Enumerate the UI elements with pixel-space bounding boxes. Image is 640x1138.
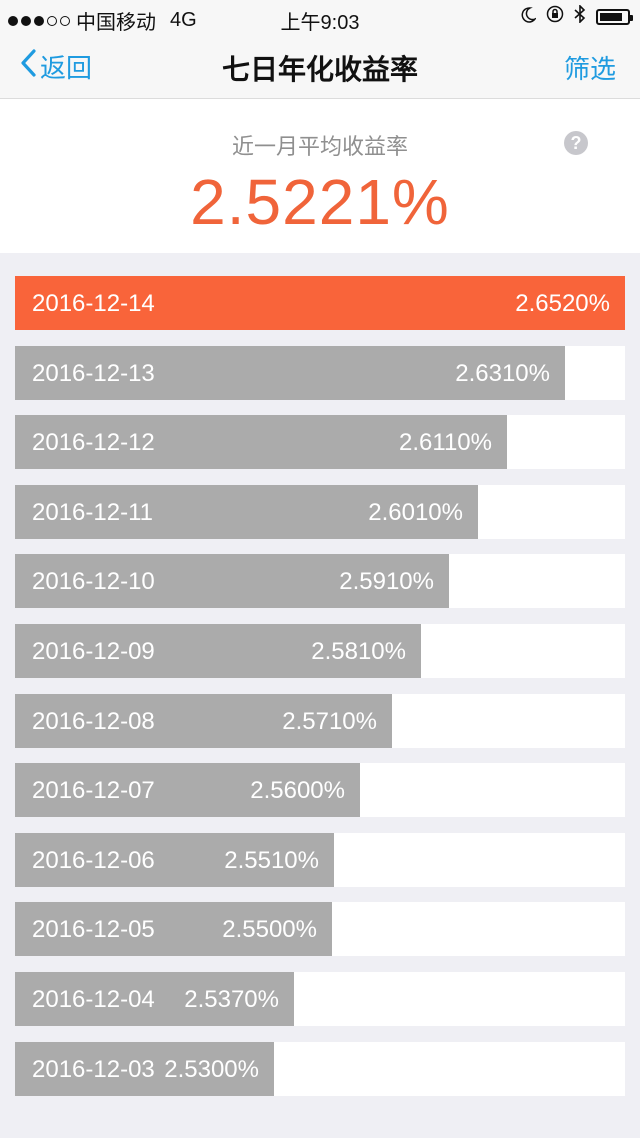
rate-value: 2.6110% bbox=[399, 429, 492, 457]
rate-row[interactable]: 2016-12-06 2.5510% bbox=[15, 832, 625, 887]
moon-icon bbox=[520, 6, 538, 29]
status-bar: 中国移动 4G 上午9:03 bbox=[0, 0, 640, 34]
battery-level bbox=[600, 13, 623, 21]
network-type: 4G bbox=[170, 9, 197, 31]
average-rate-value: 2.5221% bbox=[190, 166, 450, 238]
status-left: 中国移动 4G bbox=[8, 6, 197, 35]
battery-icon bbox=[596, 9, 633, 25]
rate-date: 2016-12-09 bbox=[32, 637, 155, 665]
rate-bar bbox=[15, 345, 565, 400]
rate-date: 2016-12-06 bbox=[32, 846, 155, 874]
filter-button[interactable]: 筛选 bbox=[563, 54, 616, 84]
rate-row[interactable]: 2016-12-04 2.5370% bbox=[15, 971, 625, 1026]
summary-panel: 近一月平均收益率 ? 2.5221% bbox=[0, 99, 640, 253]
rate-value: 2.5600% bbox=[250, 777, 345, 805]
rate-date: 2016-12-05 bbox=[32, 916, 155, 944]
rate-row[interactable]: 2016-12-13 2.6310% bbox=[15, 345, 625, 400]
rate-value: 2.5910% bbox=[339, 568, 434, 596]
signal-dot bbox=[21, 15, 31, 26]
back-button[interactable]: 返回 bbox=[20, 48, 92, 85]
signal-dot bbox=[8, 15, 18, 26]
status-right bbox=[520, 4, 633, 29]
rate-row[interactable]: 2016-12-11 2.6010% bbox=[15, 484, 625, 539]
signal-strength-icon bbox=[8, 15, 70, 26]
rate-date: 2016-12-13 bbox=[32, 359, 155, 387]
rate-bar bbox=[15, 1041, 274, 1096]
carrier-name: 中国移动 bbox=[76, 12, 156, 34]
rate-value: 2.5810% bbox=[311, 637, 406, 665]
rate-row[interactable]: 2016-12-05 2.5500% bbox=[15, 902, 625, 957]
rate-date: 2016-12-08 bbox=[32, 707, 155, 735]
rate-value: 2.5510% bbox=[224, 846, 319, 874]
rate-date: 2016-12-12 bbox=[32, 429, 155, 457]
signal-dot bbox=[47, 15, 57, 26]
rate-bar bbox=[15, 415, 507, 470]
rate-row[interactable]: 2016-12-10 2.5910% bbox=[15, 554, 625, 609]
rate-bar bbox=[15, 554, 449, 609]
rate-bar bbox=[15, 623, 421, 678]
rate-row[interactable]: 2016-12-08 2.5710% bbox=[15, 693, 625, 748]
nav-bar: 返回 七日年化收益率 筛选 bbox=[0, 34, 640, 99]
rate-row[interactable]: 2016-12-14 2.6520% bbox=[15, 276, 625, 330]
rate-date: 2016-12-07 bbox=[32, 777, 155, 805]
rate-date: 2016-12-04 bbox=[32, 985, 155, 1013]
rate-bar bbox=[15, 832, 334, 887]
rate-value: 2.6520% bbox=[515, 290, 610, 317]
chevron-left-icon bbox=[20, 49, 40, 84]
rate-bar bbox=[15, 693, 392, 748]
status-time: 上午9:03 bbox=[280, 12, 360, 34]
signal-dot bbox=[60, 15, 70, 26]
bluetooth-icon bbox=[574, 4, 586, 29]
page-title: 七日年化收益率 bbox=[221, 54, 418, 85]
rate-bar bbox=[15, 971, 294, 1026]
rate-list: 2016-12-14 2.6520% 2016-12-13 2.6310% 2016-1… bbox=[15, 276, 625, 1111]
rate-value: 2.5710% bbox=[282, 707, 377, 735]
rate-value: 2.6010% bbox=[368, 498, 463, 526]
rate-date: 2016-12-03 bbox=[32, 1055, 155, 1083]
rate-value: 2.5300% bbox=[164, 1055, 259, 1083]
signal-dot bbox=[34, 15, 44, 26]
rate-date: 2016-12-11 bbox=[32, 498, 153, 526]
question-mark-circle-icon[interactable]: ? bbox=[564, 131, 588, 155]
rate-row[interactable]: 2016-12-09 2.5810% bbox=[15, 623, 625, 678]
rate-row[interactable]: 2016-12-07 2.5600% bbox=[15, 763, 625, 818]
rate-value: 2.6310% bbox=[455, 359, 550, 387]
rate-value: 2.5370% bbox=[184, 985, 279, 1013]
orientation-lock-icon bbox=[546, 5, 564, 29]
rate-row[interactable]: 2016-12-03 2.5300% bbox=[15, 1041, 625, 1096]
rate-value: 2.5500% bbox=[222, 916, 317, 944]
rate-bar bbox=[15, 484, 478, 539]
back-label: 返回 bbox=[40, 53, 93, 83]
rate-date: 2016-12-10 bbox=[32, 568, 155, 596]
rate-bar bbox=[15, 763, 360, 818]
rate-date: 2016-12-14 bbox=[32, 290, 155, 317]
rate-bar bbox=[15, 902, 332, 957]
rate-row[interactable]: 2016-12-12 2.6110% bbox=[15, 415, 625, 470]
rate-bar bbox=[15, 276, 625, 330]
average-rate-label: 近一月平均收益率 bbox=[231, 134, 408, 159]
